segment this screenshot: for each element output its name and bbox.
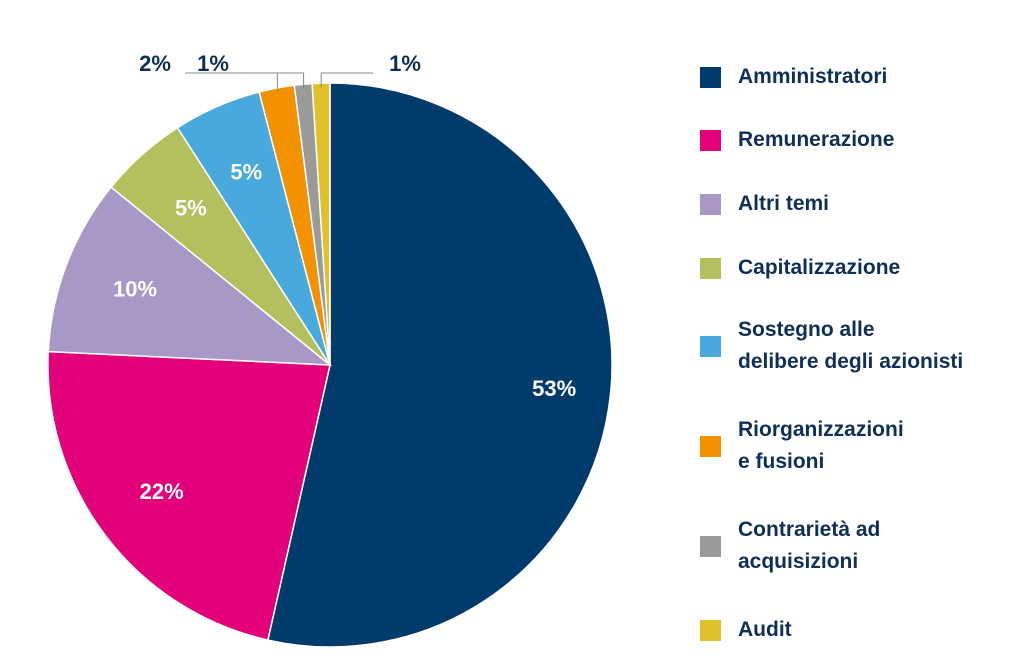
slice-label: 2% — [139, 51, 171, 76]
legend-item: Contrarietà ad acquisizioni — [700, 514, 880, 578]
legend-swatch — [700, 129, 721, 151]
legend-item: Capitalizzazione — [700, 252, 900, 284]
legend-item: Amministratori — [700, 61, 887, 93]
legend-label: Audit — [738, 618, 792, 641]
legend-swatch — [700, 335, 721, 357]
legend-label: Altri temi — [738, 192, 830, 215]
legend-swatch — [700, 435, 721, 457]
legend-label: Contrarietà ad acquisizioni — [738, 518, 881, 573]
legend-item: Sostegno alle delibere degli azionisti — [700, 314, 963, 378]
slice-label: 5% — [230, 160, 262, 185]
slice-label: 1% — [389, 51, 421, 76]
legend-item: Riorganizzazioni e fusioni — [700, 414, 904, 478]
legend-item: Audit — [700, 614, 792, 646]
slice-label: 10% — [113, 276, 157, 301]
legend-label: Riorganizzazioni e fusioni — [738, 418, 904, 473]
leader-line — [320, 72, 373, 88]
legend-label: Amministratori — [738, 65, 888, 88]
pie-slice — [47, 350, 331, 641]
legend-swatch — [700, 619, 721, 641]
slice-label: 53% — [532, 376, 576, 401]
slice-label: 22% — [140, 479, 184, 504]
legend-item: Altri temi — [700, 188, 829, 220]
legend-label: Remunerazione — [738, 128, 895, 151]
legend-item: Remunerazione — [700, 124, 894, 156]
slice-label: 1% — [197, 51, 229, 76]
legend-swatch — [700, 535, 721, 557]
legend-label: Capitalizzazione — [738, 256, 901, 279]
pie-slice — [266, 82, 613, 648]
legend-label: Sostegno alle delibere degli azionisti — [738, 318, 964, 373]
slice-label: 5% — [175, 195, 207, 220]
legend-swatch — [700, 66, 721, 88]
leader-line — [243, 72, 305, 89]
leader-line — [185, 72, 278, 93]
legend-swatch — [700, 257, 721, 279]
legend-swatch — [700, 193, 721, 215]
pie-slice — [47, 186, 333, 366]
